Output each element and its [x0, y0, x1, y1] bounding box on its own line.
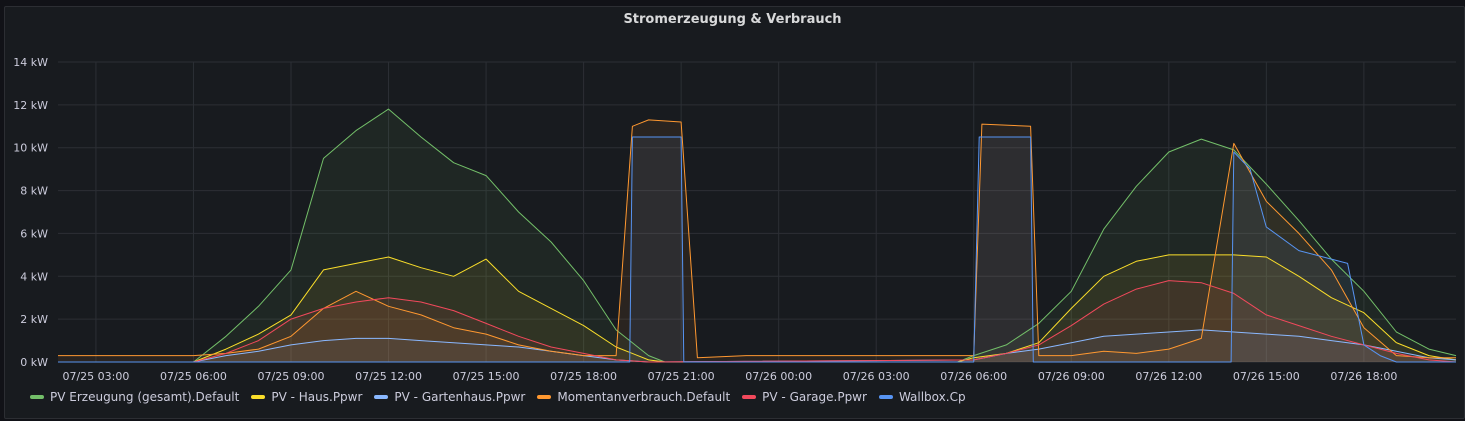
legend-label: PV - Garage.Ppwr: [762, 390, 867, 404]
series-area-0: [58, 109, 1456, 362]
x-tick-label: 07/26 00:00: [745, 370, 812, 383]
legend-item[interactable]: PV - Garage.Ppwr: [742, 390, 867, 404]
series-line-5[interactable]: [58, 136, 1456, 363]
series-area-4: [58, 280, 1456, 362]
x-tick-label: 07/25 03:00: [62, 370, 129, 383]
series-area-5: [58, 137, 1456, 362]
y-tick-label: 4 kW: [20, 270, 48, 283]
legend-item[interactable]: PV - Haus.Ppwr: [251, 390, 362, 404]
legend-swatch: [878, 395, 893, 399]
series-line-3[interactable]: [58, 119, 1456, 359]
legend-item[interactable]: Momentanverbrauch.Default: [537, 390, 730, 404]
legend-swatch: [374, 395, 389, 399]
x-tick-label: 07/25 09:00: [258, 370, 325, 383]
legend-swatch: [30, 395, 44, 399]
x-axis-ticks: 07/25 03:00 07/25 06:00 07/25 09:00 07/25 1…: [62, 370, 1397, 383]
x-tick-label: 07/25 18:00: [550, 370, 617, 383]
series-lines[interactable]: [58, 108, 1457, 363]
legend-label: PV Erzeugung (gesamt).Default: [50, 390, 240, 404]
legend-item[interactable]: Wallbox.Cp: [878, 390, 966, 404]
x-tick-label: 07/26 03:00: [843, 370, 910, 383]
legend-item[interactable]: PV Erzeugung (gesamt).Default: [30, 390, 239, 404]
x-tick-label: 07/25 06:00: [160, 370, 227, 383]
legend-label: Wallbox.Cp: [898, 390, 966, 404]
series-area-2: [58, 329, 1456, 362]
y-tick-label: 0 kW: [20, 356, 48, 369]
y-tick-label: 6 kW: [20, 227, 48, 240]
chart-legend[interactable]: PV Erzeugung (gesamt).Default PV - Haus.P…: [30, 388, 978, 406]
x-tick-label: 07/26 09:00: [1038, 370, 1105, 383]
legend-label: PV - Gartenhaus.Ppwr: [394, 390, 526, 404]
series-area-3: [58, 119, 1456, 363]
y-tick-label: 12 kW: [13, 99, 48, 112]
x-tick-label: 07/26 12:00: [1135, 370, 1202, 383]
x-tick-label: 07/25 21:00: [648, 370, 715, 383]
legend-swatch: [742, 395, 757, 399]
legend-label: PV - Haus.Ppwr: [271, 390, 363, 404]
legend-item[interactable]: PV - Gartenhaus.Ppwr: [374, 390, 525, 404]
y-tick-label: 14 kW: [13, 56, 48, 69]
y-tick-label: 2 kW: [20, 313, 48, 326]
x-tick-label: 07/25 15:00: [453, 370, 520, 383]
legend-swatch: [537, 395, 552, 399]
y-axis-ticks: 0 kW 2 kW 4 kW 6 kW 8 kW 10 kW 12 kW 14 kW: [13, 56, 48, 369]
legend-label: Momentanverbrauch.Default: [557, 390, 731, 404]
series-area-1: [58, 254, 1456, 362]
legend-swatch: [251, 395, 266, 399]
x-tick-label: 07/26 18:00: [1330, 370, 1397, 383]
x-tick-label: 07/26 06:00: [940, 370, 1007, 383]
x-tick-label: 07/26 15:00: [1233, 370, 1300, 383]
series-line-4[interactable]: [58, 280, 1457, 363]
y-tick-label: 10 kW: [13, 142, 48, 155]
series-areas: [58, 109, 1456, 363]
grid-lines: [58, 61, 1456, 363]
x-tick-label: 07/25 12:00: [355, 370, 422, 383]
y-tick-label: 8 kW: [20, 185, 48, 198]
chart-title[interactable]: Stromerzeugung & Verbrauch: [623, 12, 842, 27]
